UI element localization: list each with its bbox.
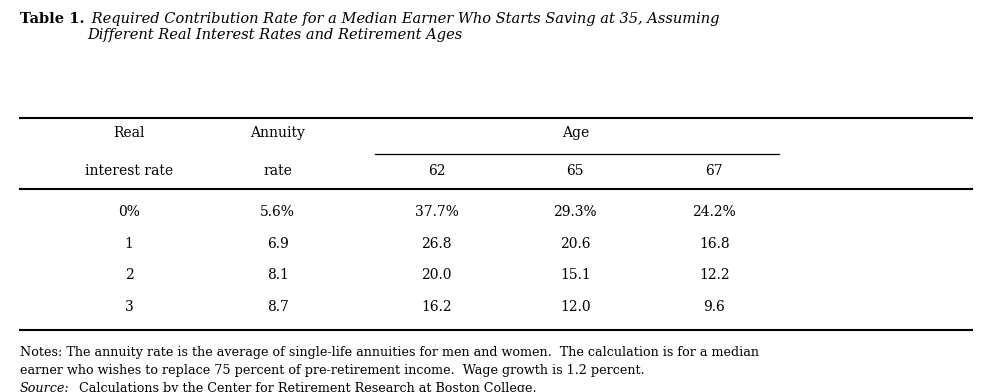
Text: 9.6: 9.6	[703, 299, 725, 314]
Text: 0%: 0%	[118, 205, 140, 220]
Text: 29.3%: 29.3%	[554, 205, 597, 220]
Text: Table 1.: Table 1.	[20, 12, 84, 26]
Text: Calculations by the Center for Retirement Research at Boston College.: Calculations by the Center for Retiremen…	[75, 382, 537, 392]
Text: 24.2%: 24.2%	[692, 205, 736, 220]
Text: 16.8: 16.8	[699, 237, 729, 251]
Text: 2: 2	[125, 268, 133, 282]
Text: 20.0: 20.0	[422, 268, 451, 282]
Text: 62: 62	[428, 163, 445, 178]
Text: rate: rate	[263, 163, 293, 178]
Text: 20.6: 20.6	[560, 237, 590, 251]
Text: 26.8: 26.8	[422, 237, 451, 251]
Text: 8.7: 8.7	[267, 299, 289, 314]
Text: 6.9: 6.9	[267, 237, 289, 251]
Text: Age: Age	[561, 126, 589, 140]
Text: 8.1: 8.1	[267, 268, 289, 282]
Text: 3: 3	[125, 299, 133, 314]
Text: Real: Real	[113, 126, 145, 140]
Text: 15.1: 15.1	[560, 268, 590, 282]
Text: 65: 65	[566, 163, 584, 178]
Text: 5.6%: 5.6%	[260, 205, 296, 220]
Text: Annuity: Annuity	[250, 126, 306, 140]
Text: Required Contribution Rate for a Median Earner Who Starts Saving at 35, Assuming: Required Contribution Rate for a Median …	[87, 12, 720, 42]
Text: 37.7%: 37.7%	[415, 205, 458, 220]
Text: interest rate: interest rate	[85, 163, 173, 178]
Text: 16.2: 16.2	[422, 299, 451, 314]
Text: 67: 67	[705, 163, 723, 178]
Text: 12.2: 12.2	[699, 268, 729, 282]
Text: earner who wishes to replace 75 percent of pre-retirement income.  Wage growth i: earner who wishes to replace 75 percent …	[20, 364, 645, 377]
Text: Notes: The annuity rate is the average of single-life annuities for men and wome: Notes: The annuity rate is the average o…	[20, 346, 759, 359]
Text: 12.0: 12.0	[560, 299, 590, 314]
Text: 1: 1	[125, 237, 133, 251]
Text: Source:: Source:	[20, 382, 69, 392]
